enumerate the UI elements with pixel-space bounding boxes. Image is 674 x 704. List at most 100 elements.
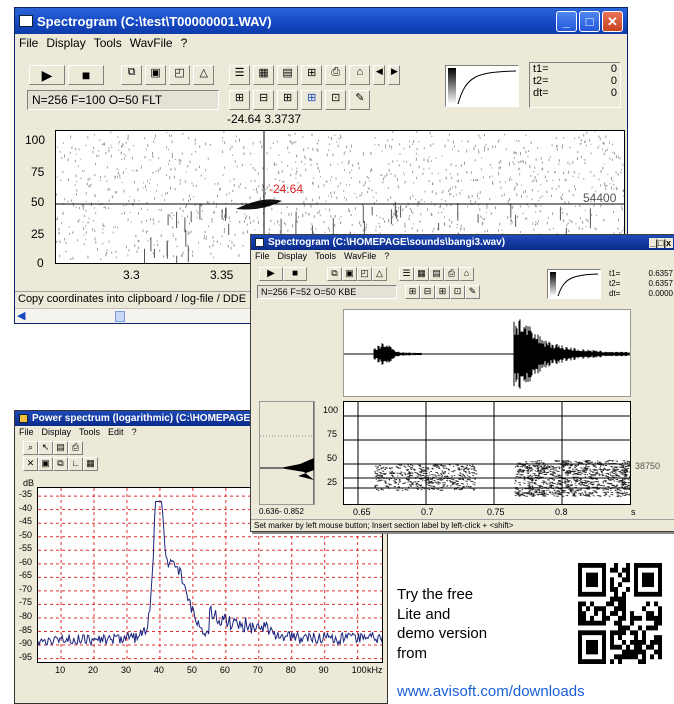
second-open-folder-icon[interactable]: ⌂ — [459, 267, 474, 281]
second-status-text: Set marker by left mouse button; Insert … — [254, 521, 514, 530]
waveform-plot[interactable] — [343, 309, 631, 397]
second-amplitude-curve-preview[interactable] — [547, 269, 601, 299]
second-x-tick-0-8: 0.8 — [555, 507, 568, 517]
second-x-tick-0-65: 0.65 — [353, 507, 371, 517]
power-menu-edit[interactable]: Edit — [108, 427, 124, 437]
power-x-tick: 10 — [55, 665, 66, 675]
db-unit-label: dB — [23, 478, 35, 488]
power-window-title: Power spectrum (logarithmic) (C:\HOMEPAG… — [32, 413, 277, 424]
second-play-button[interactable]: ▶ — [259, 267, 283, 281]
second-copy-icon[interactable]: ⧉ — [327, 267, 342, 281]
power-x-tick: 40 — [153, 665, 164, 675]
power-x-tick: 20 — [88, 665, 99, 675]
second-params-text: N=256 F=52 O=50 KBE — [261, 287, 357, 297]
second-table-icon[interactable]: ▦ — [414, 267, 429, 281]
power-y-tick: -95 — [19, 651, 33, 662]
table-icon[interactable]: ▦ — [253, 65, 275, 85]
grid-icon[interactable]: ◰ — [169, 65, 191, 85]
copy-icon[interactable]: ⧉ — [121, 65, 142, 85]
power-save-icon[interactable]: ▣ — [38, 457, 53, 471]
range-label: 0.636- 0.852 — [259, 507, 304, 516]
open-folder-icon[interactable]: ⌂ — [349, 65, 371, 85]
second-menubar: File Display Tools WavFile ? — [251, 250, 674, 262]
view-grid-icon-4[interactable]: ⊞ — [301, 90, 323, 110]
axis-icon[interactable]: ∟ — [68, 457, 83, 471]
power-y-tick: -45 — [19, 516, 33, 527]
triangle-icon[interactable]: △ — [193, 65, 215, 85]
second-menu-tools[interactable]: Tools — [315, 251, 337, 261]
second-menu-wavfile[interactable]: WavFile — [344, 251, 377, 261]
power-x-tick: 60 — [219, 665, 230, 675]
waveform-trace — [373, 319, 630, 389]
promo-line-4: from — [397, 644, 427, 662]
split-icon[interactable]: ⊞ — [301, 65, 323, 85]
power-table-icon[interactable]: ▦ — [83, 457, 98, 471]
second-view-grid-icon-2[interactable]: ⊟ — [420, 285, 435, 299]
power-x-tick: 80 — [285, 665, 296, 675]
second-menu-display[interactable]: Display — [277, 251, 308, 261]
menu-file[interactable]: File — [19, 36, 39, 50]
second-y-tick-25: 25 — [327, 477, 338, 487]
menu-wavfile[interactable]: WavFile — [129, 36, 173, 50]
power-menu-help[interactable]: ? — [131, 427, 137, 437]
second-view-box-icon[interactable]: ⊡ — [450, 285, 465, 299]
second-grid-icon[interactable]: ◰ — [357, 267, 372, 281]
display-icon[interactable]: ▤ — [53, 441, 68, 455]
download-link[interactable]: www.avisoft.com/downloads — [397, 683, 585, 700]
second-view-grid-icon-1[interactable]: ⊞ — [405, 285, 420, 299]
second-stop-button[interactable]: ■ — [283, 267, 307, 281]
t1-value: 0 — [610, 63, 617, 75]
zoom-icon[interactable]: ⌕ — [23, 441, 38, 455]
view-grid-icon-3[interactable]: ⊞ — [277, 90, 299, 110]
play-button[interactable]: ▶ — [29, 65, 65, 85]
second-list-icon[interactable]: ☰ — [399, 267, 414, 281]
view-grid-icon-1[interactable]: ⊞ — [229, 90, 250, 110]
amplitude-curve-preview[interactable] — [445, 65, 519, 107]
mute-icon[interactable]: ✕ — [23, 457, 38, 471]
list-icon[interactable]: ☰ — [229, 65, 250, 85]
power-y-tick: -65 — [19, 570, 33, 581]
power-menu-display[interactable]: Display — [41, 427, 72, 437]
main-titlebar[interactable]: Spectrogram (C:\test\T00000001.WAV) _ □ … — [15, 8, 627, 34]
edit-icon[interactable]: ✎ — [349, 90, 371, 110]
scroll-left-arrow-icon[interactable]: ◀ — [17, 310, 26, 322]
second-print-icon[interactable]: ⎙ — [444, 267, 459, 281]
maximize-icon[interactable]: □ — [579, 10, 600, 32]
menu-tools[interactable]: Tools — [93, 36, 122, 50]
second-menu-help[interactable]: ? — [384, 251, 390, 261]
menu-display[interactable]: Display — [46, 36, 86, 50]
scroll-thumb[interactable] — [115, 311, 125, 322]
second-triangle-icon[interactable]: △ — [372, 267, 387, 281]
save-icon[interactable]: ▣ — [145, 65, 167, 85]
qr-code-icon[interactable] — [578, 563, 662, 664]
second-window-icon[interactable]: ▤ — [429, 267, 444, 281]
second-spectrogram-plot[interactable] — [343, 401, 631, 505]
second-view-grid-icon-3[interactable]: ⊞ — [435, 285, 450, 299]
second-edit-icon[interactable]: ✎ — [465, 285, 480, 299]
second-titlebar[interactable]: Spectrogram (C:\HOMEPAGE\sounds\bangi3.w… — [251, 235, 674, 250]
power-menu-file[interactable]: File — [19, 427, 34, 437]
second-save-icon[interactable]: ▣ — [342, 267, 357, 281]
view-box-icon[interactable]: ⊡ — [325, 90, 347, 110]
power-menu-tools[interactable]: Tools — [79, 427, 101, 437]
close-icon[interactable]: ✕ — [602, 10, 623, 32]
minimize-icon[interactable]: _ — [556, 10, 577, 32]
power-x-tick: 90 — [318, 665, 329, 675]
second-menu-file[interactable]: File — [255, 251, 270, 261]
section-spectrum-panel[interactable] — [259, 401, 315, 505]
power-copy-icon[interactable]: ⧉ — [53, 457, 68, 471]
stop-button[interactable]: ■ — [68, 65, 105, 85]
second-x-tick-0-75: 0.75 — [487, 507, 505, 517]
print-icon[interactable]: ⎙ — [325, 65, 347, 85]
scroll-right-icon[interactable]: ▶ — [388, 65, 401, 85]
scroll-left-icon[interactable]: ◀ — [373, 65, 386, 85]
window-icon[interactable]: ▤ — [277, 65, 299, 85]
dt-label: dt= — [533, 87, 549, 99]
menu-help[interactable]: ? — [180, 36, 188, 50]
cursor-tool-icon[interactable]: ↖ — [38, 441, 53, 455]
view-grid-icon-2[interactable]: ⊟ — [253, 90, 275, 110]
second-window-controls-icon[interactable]: _|□|x — [648, 237, 673, 248]
second-app-icon — [255, 238, 264, 247]
power-x-tick: 100 — [351, 665, 367, 675]
power-print-icon[interactable]: ⎙ — [68, 441, 83, 455]
